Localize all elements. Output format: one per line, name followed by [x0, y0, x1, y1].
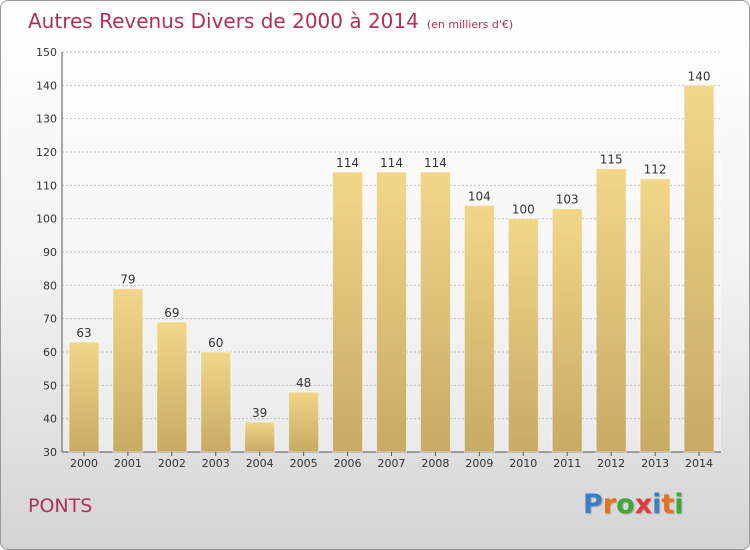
- proxiti-logo: Proxiti: [583, 489, 684, 520]
- bar-2007: [376, 171, 407, 453]
- chart-title-text: Autres Revenus Divers de 2000 à 2014: [28, 9, 419, 33]
- x-tick-label-2009: 2009: [465, 457, 493, 470]
- y-tick-label: 30: [43, 446, 57, 459]
- value-label-2001: 79: [120, 273, 135, 287]
- x-tick-label-2014: 2014: [685, 457, 713, 470]
- bar-2014: [683, 84, 715, 453]
- chart-title: Autres Revenus Divers de 2000 à 2014 (en …: [28, 9, 513, 33]
- bar-2009: [463, 204, 495, 453]
- x-tick-label-2001: 2001: [114, 457, 142, 470]
- chart-subtitle: (en milliers d'€): [426, 18, 514, 31]
- y-tick-label: 130: [36, 113, 57, 126]
- bar-2012: [595, 168, 627, 453]
- bar-2001: [112, 288, 144, 453]
- bar-2004: [244, 421, 276, 453]
- value-label-2011: 103: [556, 193, 579, 207]
- x-tick-label-2012: 2012: [597, 457, 625, 470]
- y-tick-label: 100: [36, 213, 57, 226]
- y-tick-label: 60: [43, 346, 57, 359]
- y-tick-label: 120: [36, 146, 57, 159]
- value-label-2014: 140: [688, 69, 711, 83]
- logo-letter: i: [674, 489, 684, 520]
- y-tick-label: 150: [36, 46, 57, 59]
- value-label-2009: 104: [468, 189, 491, 203]
- logo-letter: x: [634, 489, 653, 520]
- y-tick-label: 80: [43, 279, 57, 292]
- x-tick-label-2000: 2000: [70, 457, 98, 470]
- logo-letter: P: [583, 489, 603, 520]
- x-tick-label-2013: 2013: [641, 457, 669, 470]
- value-label-2012: 115: [600, 153, 623, 167]
- x-tick-label-2002: 2002: [158, 457, 186, 470]
- bar-2003: [200, 351, 232, 453]
- bar-2013: [639, 178, 671, 453]
- value-label-2002: 69: [164, 306, 179, 320]
- city-name: PONTS: [28, 495, 93, 517]
- logo-letter: r: [602, 489, 617, 520]
- bar-2008: [419, 171, 451, 453]
- value-label-2005: 48: [296, 376, 311, 390]
- logo-letter: o: [616, 489, 635, 520]
- bar-2005: [288, 391, 320, 453]
- value-label-2008: 114: [424, 156, 447, 170]
- value-label-2004: 39: [252, 406, 267, 420]
- y-tick-label: 140: [36, 79, 57, 92]
- logo-letter: i: [652, 489, 662, 520]
- y-tick-label: 90: [43, 246, 57, 259]
- bar-2010: [507, 218, 539, 453]
- x-tick-label-2010: 2010: [509, 457, 537, 470]
- x-tick-label-2003: 2003: [202, 457, 230, 470]
- x-tick-label-2007: 2007: [378, 457, 406, 470]
- value-label-2007: 114: [380, 156, 403, 170]
- value-label-2013: 112: [644, 163, 667, 177]
- y-tick-label: 110: [36, 179, 57, 192]
- bar-2011: [551, 208, 583, 453]
- bar-2000: [68, 341, 100, 453]
- value-label-2006: 114: [336, 156, 359, 170]
- x-tick-label-2008: 2008: [421, 457, 449, 470]
- value-label-2003: 60: [208, 336, 223, 350]
- value-label-2000: 63: [76, 326, 91, 340]
- x-tick-label-2004: 2004: [246, 457, 274, 470]
- x-tick-label-2006: 2006: [334, 457, 362, 470]
- y-tick-label: 50: [43, 379, 57, 392]
- y-tick-label: 70: [43, 313, 57, 326]
- value-label-2010: 100: [512, 203, 535, 217]
- y-tick-label: 40: [43, 413, 57, 426]
- x-tick-label-2011: 2011: [553, 457, 581, 470]
- bar-2006: [332, 171, 364, 453]
- logo-letter: t: [661, 489, 675, 520]
- x-tick-label-2005: 2005: [290, 457, 318, 470]
- bar-2002: [156, 321, 188, 453]
